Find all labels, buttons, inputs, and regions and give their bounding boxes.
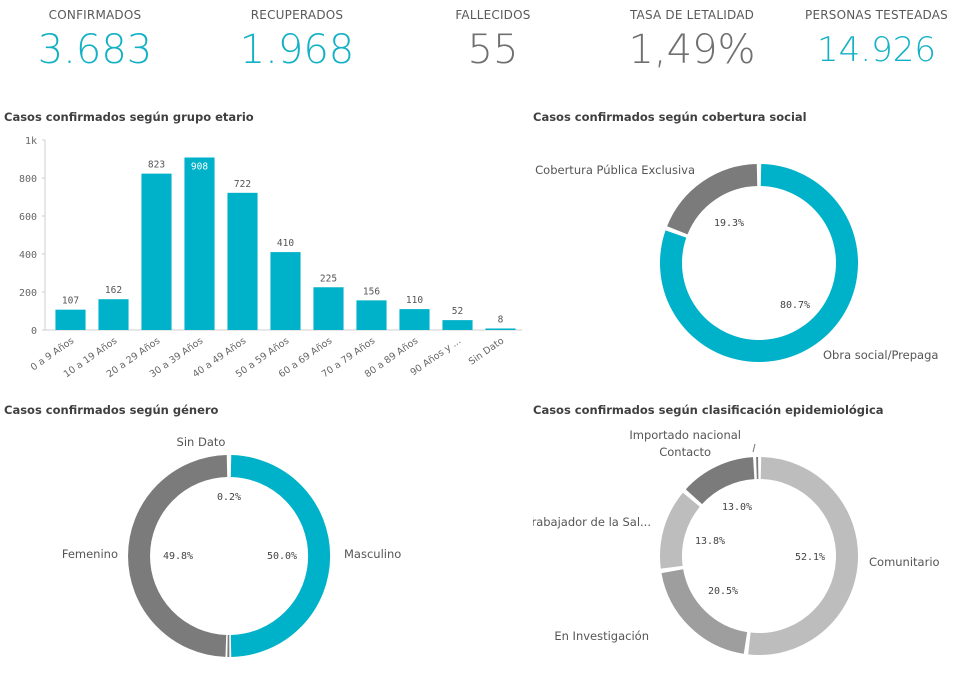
kpi-label: RECUPERADOS bbox=[250, 8, 344, 22]
kpi-value: 3.683 bbox=[37, 27, 153, 73]
bar-value-label: 156 bbox=[363, 286, 380, 297]
bar[interactable] bbox=[98, 299, 129, 330]
bar[interactable] bbox=[55, 309, 86, 330]
bar-value-label: 908 bbox=[191, 161, 208, 172]
slice-category-label: Obra social/Prepaga bbox=[823, 348, 938, 362]
bar-value-label: 110 bbox=[406, 295, 423, 306]
kpi-label: CONFIRMADOS bbox=[48, 8, 142, 22]
slice-category-label: Cobertura Pública Exclusiva bbox=[535, 163, 695, 177]
slice-percent-label: 19.3% bbox=[714, 218, 744, 229]
slice-category-label: Sin Dato bbox=[177, 435, 226, 449]
bar[interactable] bbox=[356, 300, 387, 330]
slice-category-label: En Investigación bbox=[554, 629, 649, 643]
slice-percent-label: 52.1% bbox=[795, 552, 825, 563]
slice-category-label: Contacto bbox=[659, 445, 711, 459]
kpi-confirmados: CONFIRMADOS 3.683 bbox=[0, 8, 190, 72]
slice-percent-label: 20.5% bbox=[708, 586, 738, 597]
bar-value-label: 823 bbox=[148, 160, 165, 171]
kpi-value: 55 bbox=[467, 27, 519, 73]
y-tick-label: 400 bbox=[19, 250, 37, 261]
donut-slice[interactable] bbox=[685, 457, 755, 505]
donut-slice[interactable] bbox=[661, 568, 748, 654]
slice-category-label: Trabajador de la Sal... bbox=[533, 515, 651, 529]
slice-category-label: Importado nacional bbox=[629, 428, 741, 442]
bar-value-label: 722 bbox=[234, 179, 251, 190]
label-leader-line bbox=[752, 443, 756, 453]
slice-category-label: Masculino bbox=[344, 547, 401, 561]
slice-percent-label: 49.8% bbox=[163, 551, 193, 562]
bar-value-label: 225 bbox=[320, 273, 337, 284]
donut-chart-clasificacion[interactable]: 52.1% Comunitario 20.5% En Investigación 13.… bbox=[533, 420, 965, 681]
donut-slice[interactable] bbox=[230, 455, 331, 657]
kpi-personas-testeadas: PERSONAS TESTEADAS 14.926 bbox=[788, 8, 965, 72]
donut-chart-genero[interactable]: 50.0% Masculino 0.2% Sin Dato 49.8% Femenino bbox=[0, 420, 480, 681]
bar-value-label: 8 bbox=[498, 314, 504, 325]
bar[interactable] bbox=[227, 192, 258, 330]
slice-percent-label: 13.0% bbox=[722, 502, 752, 513]
slice-category-label: Femenino bbox=[62, 547, 118, 561]
donut-slice[interactable] bbox=[660, 492, 701, 569]
donut-slice[interactable] bbox=[660, 164, 858, 362]
bar[interactable] bbox=[270, 252, 301, 330]
chart-title-genero: Casos confirmados según género bbox=[4, 403, 219, 417]
y-tick-label: 800 bbox=[19, 174, 37, 185]
y-tick-label: 0 bbox=[31, 326, 37, 337]
chart-title-clasificacion: Casos confirmados según clasificación ep… bbox=[533, 403, 884, 417]
bar[interactable] bbox=[141, 173, 172, 330]
chart-title-cobertura-social: Casos confirmados según cobertura social bbox=[533, 110, 807, 124]
slice-percent-label: 0.2% bbox=[217, 492, 241, 503]
y-tick-label: 200 bbox=[19, 288, 37, 299]
bar[interactable] bbox=[442, 320, 473, 330]
kpi-fallecidos: FALLECIDOS 55 bbox=[398, 8, 588, 72]
bar-value-label: 162 bbox=[105, 285, 122, 296]
slice-percent-label: 50.0% bbox=[267, 551, 297, 562]
donut-slice[interactable] bbox=[667, 164, 758, 235]
kpi-tasa-letalidad: TASA DE LETALIDAD 1,49% bbox=[597, 8, 787, 72]
donut-chart-cobertura-social[interactable]: 80.7% Obra social/Prepaga 19.3% Cobertura P… bbox=[533, 128, 965, 393]
slice-percent-label: 13.8% bbox=[695, 536, 725, 547]
donut-slice[interactable] bbox=[128, 455, 228, 657]
kpi-label: PERSONAS TESTEADAS bbox=[805, 8, 948, 22]
bar[interactable] bbox=[485, 328, 516, 330]
kpi-value: 1.968 bbox=[239, 27, 355, 73]
chart-title-grupo-etario: Casos confirmados según grupo etario bbox=[4, 110, 254, 124]
bar-value-label: 410 bbox=[277, 238, 294, 249]
kpi-value: 14.926 bbox=[817, 30, 936, 70]
kpi-label: TASA DE LETALIDAD bbox=[629, 8, 755, 22]
slice-category-label: Comunitario bbox=[869, 555, 940, 569]
kpi-recuperados: RECUPERADOS 1.968 bbox=[202, 8, 392, 72]
donut-slice[interactable] bbox=[748, 457, 858, 655]
bar[interactable] bbox=[184, 157, 215, 330]
slice-percent-label: 80.7% bbox=[780, 300, 810, 311]
bar-value-label: 107 bbox=[62, 296, 79, 307]
bar[interactable] bbox=[399, 309, 430, 330]
kpi-value: 1,49% bbox=[628, 27, 756, 73]
kpi-label: FALLECIDOS bbox=[455, 8, 531, 22]
x-tick-label: Sin Dato bbox=[467, 335, 507, 367]
bar-value-label: 52 bbox=[452, 306, 463, 317]
y-tick-label: 1k bbox=[25, 136, 37, 147]
y-tick-label: 600 bbox=[19, 212, 37, 223]
bar[interactable] bbox=[313, 287, 344, 330]
